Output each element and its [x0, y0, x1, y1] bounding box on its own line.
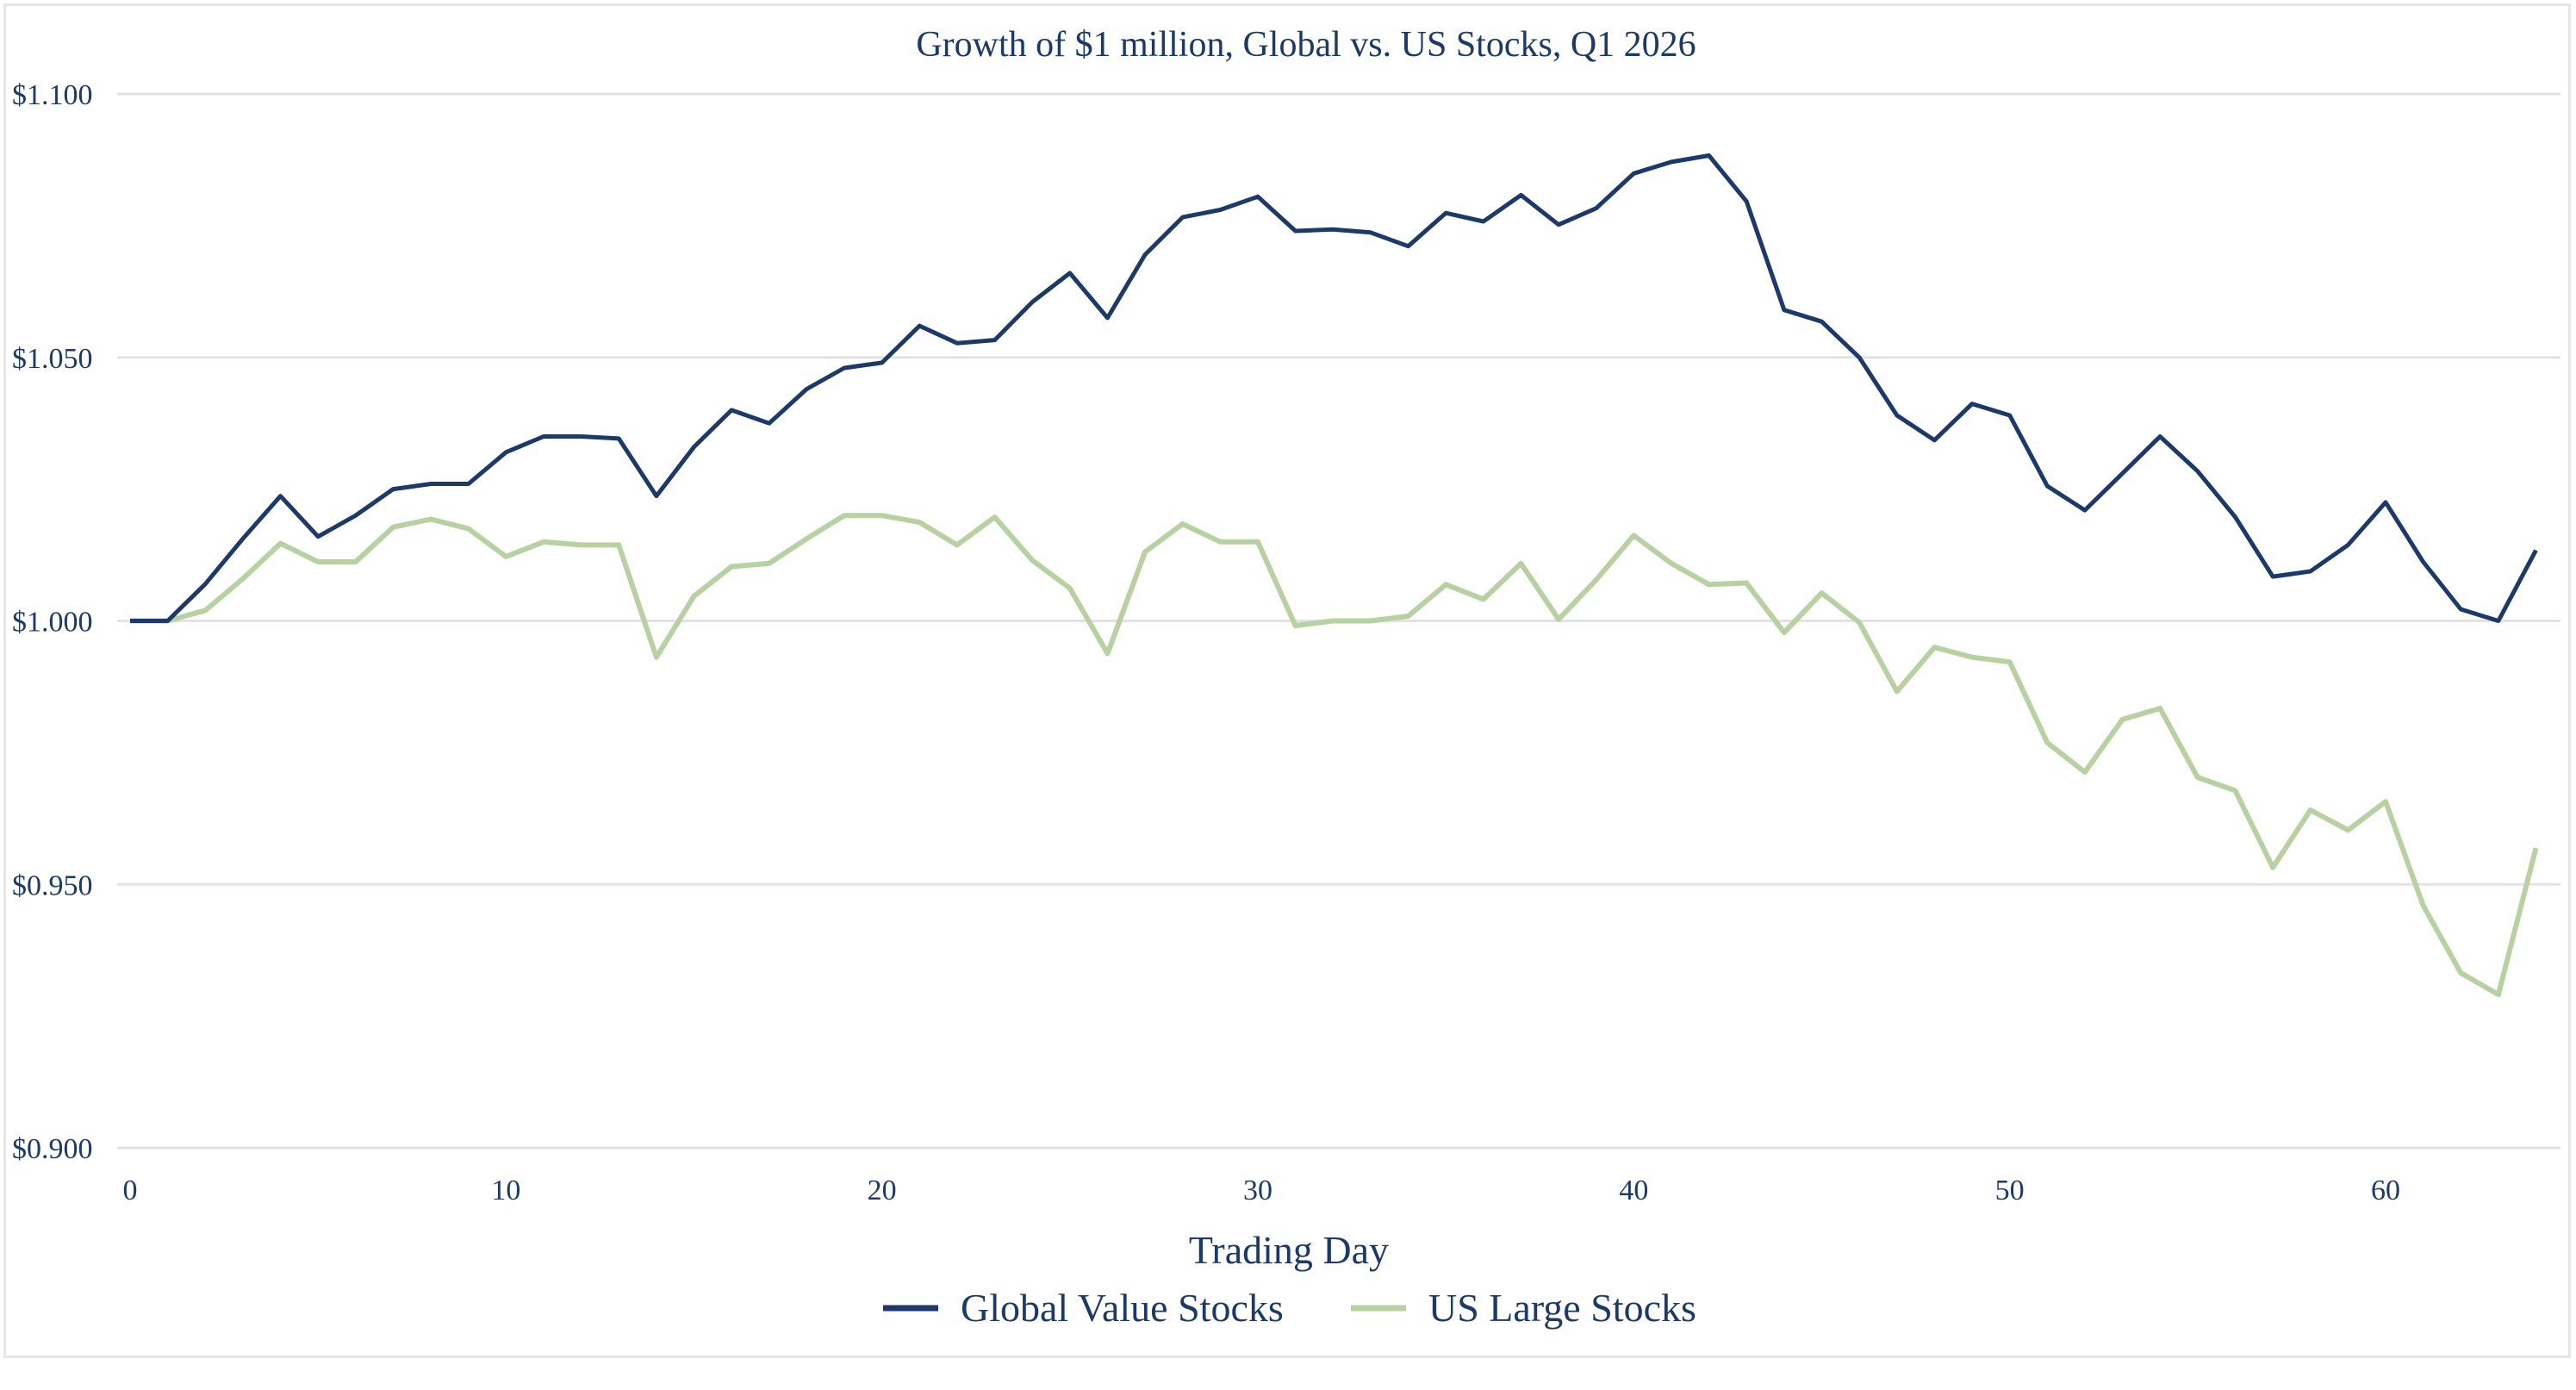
chart-frame: [3, 3, 2571, 1358]
y-tick-label: $1.000: [12, 607, 93, 639]
y-tick-label: $1.100: [12, 79, 93, 111]
chart-title: Growth of $1 million, Global vs. US Stoc…: [916, 25, 1696, 65]
y-tick-label: $0.900: [12, 1133, 93, 1165]
series-line-us-large-stocks: [130, 513, 2539, 998]
y-tick-label: $1.050: [12, 343, 93, 375]
series-line-global-value-stocks: [130, 153, 2538, 623]
legend: Global Value Stocks US Large Stocks: [883, 1286, 1696, 1330]
x-tick-label: 50: [1995, 1175, 2025, 1206]
legend-label: Global Value Stocks: [961, 1286, 1284, 1330]
x-tick-label: 60: [2371, 1175, 2400, 1206]
x-tick-label: 30: [1243, 1175, 1272, 1206]
legend-label: US Large Stocks: [1428, 1286, 1696, 1330]
x-tick-label: 0: [123, 1175, 138, 1206]
x-axis-title: Trading Day: [1189, 1228, 1389, 1272]
x-tick-label: 20: [868, 1175, 897, 1206]
x-tick-label: 10: [491, 1175, 520, 1206]
x-tick-label: 40: [1619, 1175, 1648, 1206]
y-tick-label: $0.950: [12, 870, 93, 901]
